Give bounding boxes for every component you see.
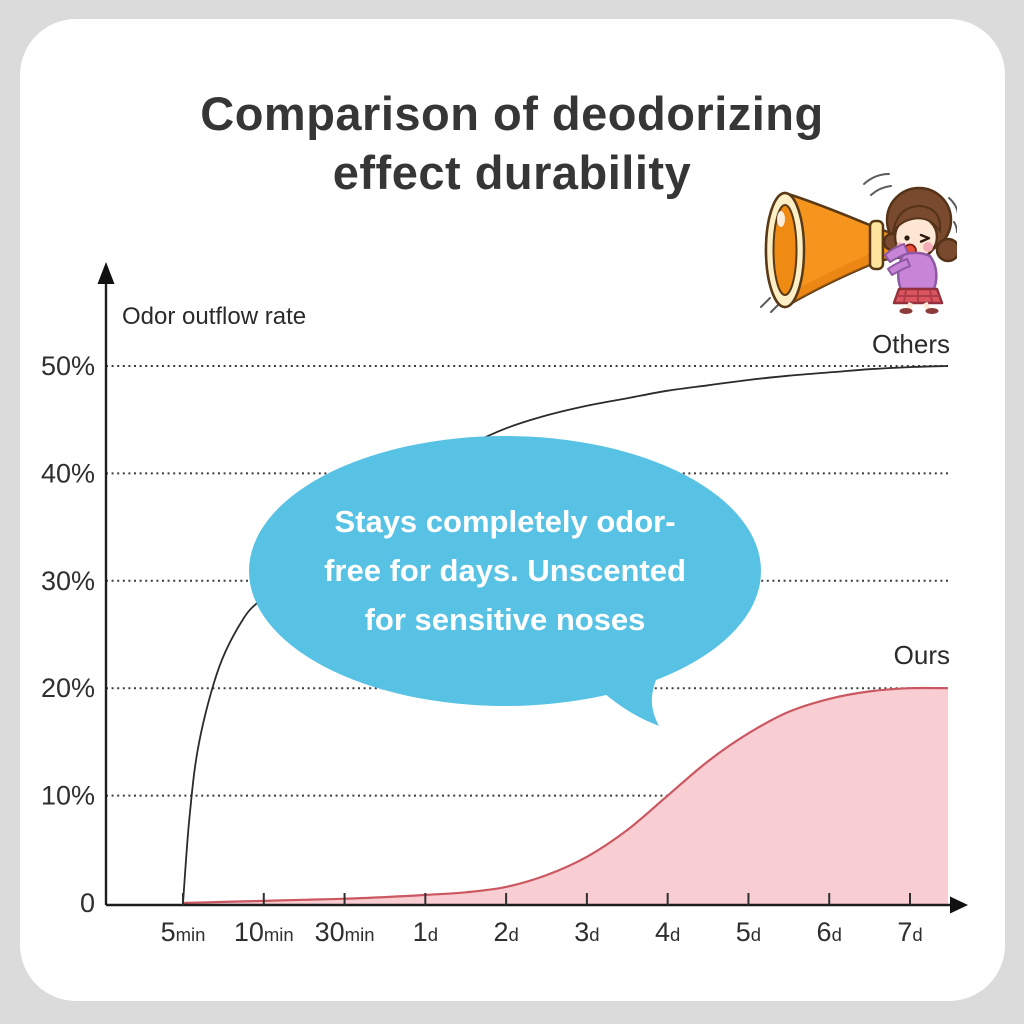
svg-text:7d: 7d xyxy=(897,917,922,947)
svg-text:3d: 3d xyxy=(574,917,599,947)
svg-text:0: 0 xyxy=(80,888,95,918)
svg-text:50%: 50% xyxy=(41,351,95,381)
annotation-line-3: for sensitive noses xyxy=(365,602,646,637)
x-axis-ticks xyxy=(182,893,911,905)
megaphone-girl-illustration xyxy=(760,173,957,314)
speech-bubble-shape xyxy=(249,436,761,706)
series-curves xyxy=(182,365,949,905)
series-label-others: Others xyxy=(872,329,950,359)
megaphone-icon xyxy=(764,191,906,309)
svg-text:30%: 30% xyxy=(41,566,95,596)
speech-bubble-tail xyxy=(596,680,659,726)
svg-text:2d: 2d xyxy=(493,917,518,947)
y-axis-title: Odor outflow rate xyxy=(122,303,306,330)
page-title: Comparison of deodorizing effect durabili… xyxy=(0,84,1024,202)
title-line-2: effect durability xyxy=(332,146,692,199)
girl-icon xyxy=(882,186,957,314)
annotation-speech-bubble: Stays completely odor- free for days. Un… xyxy=(249,436,761,726)
svg-text:5min: 5min xyxy=(161,917,206,947)
svg-text:20%: 20% xyxy=(41,673,95,703)
svg-text:10min: 10min xyxy=(234,917,294,947)
x-axis-tick-labels: 5min 10min 30min 1d 2d 3d 4d 5d 6d 7d xyxy=(161,917,923,947)
svg-text:1d: 1d xyxy=(413,917,438,947)
annotation-line-2: free for days. Unscented xyxy=(324,553,686,588)
svg-text:40%: 40% xyxy=(41,458,95,488)
y-axis-arrow-icon xyxy=(97,262,115,284)
annotation-line-1: Stays completely odor- xyxy=(334,504,675,539)
y-axis-tick-labels: 50% 40% 30% 20% 10% 0 xyxy=(41,351,95,918)
svg-text:30min: 30min xyxy=(315,917,375,947)
title-line-1: Comparison of deodorizing xyxy=(200,87,824,140)
series-label-ours: Ours xyxy=(894,640,950,670)
svg-text:6d: 6d xyxy=(817,917,842,947)
svg-text:10%: 10% xyxy=(41,781,95,811)
x-axis-arrow-icon xyxy=(950,896,968,914)
svg-text:5d: 5d xyxy=(736,917,761,947)
motion-lines-icon xyxy=(760,173,957,313)
svg-text:4d: 4d xyxy=(655,917,680,947)
axes xyxy=(97,262,968,914)
